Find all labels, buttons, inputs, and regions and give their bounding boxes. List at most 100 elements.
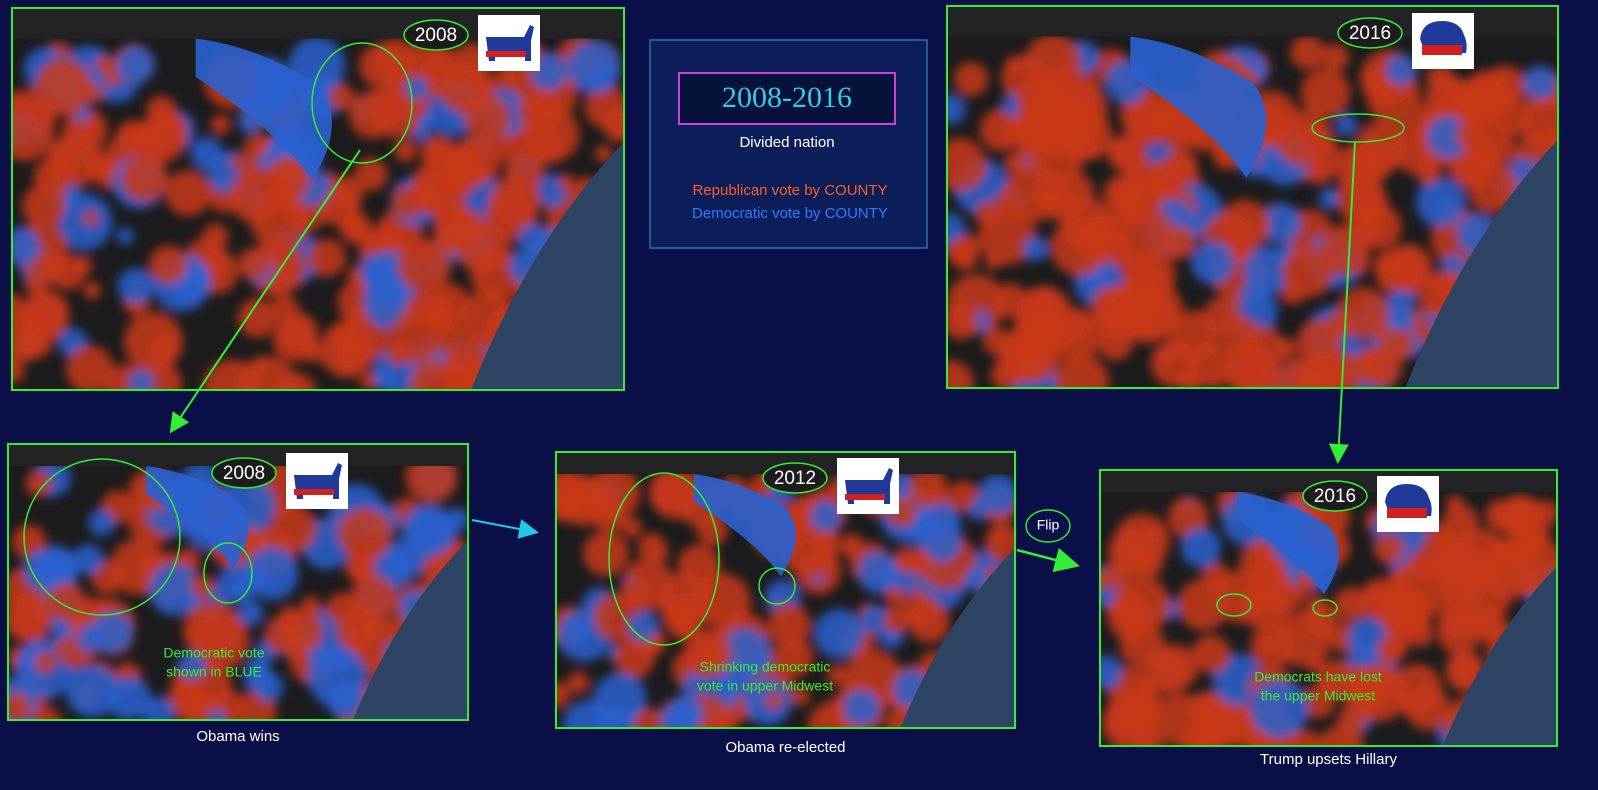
county-blob <box>25 469 53 497</box>
county-blob <box>1384 243 1433 293</box>
year-label: 2008 <box>223 463 265 484</box>
county-blob <box>1415 177 1466 228</box>
county-blob <box>1134 549 1163 579</box>
county-blob <box>1442 504 1479 541</box>
county-blob <box>947 360 974 388</box>
map-border <box>555 451 1016 729</box>
county-blob <box>947 237 973 265</box>
county-blob <box>1438 599 1477 638</box>
legend-box: 2008-2016 Divided nation Republican vote… <box>649 39 928 249</box>
county-blob <box>307 238 346 277</box>
county-blob <box>148 245 188 285</box>
map-panel: 2008 <box>11 7 625 391</box>
county-blob <box>953 61 989 97</box>
county-blob <box>1091 285 1137 331</box>
county-blob <box>809 500 842 533</box>
subtitle: Divided nation <box>739 134 834 151</box>
county-blob <box>1275 109 1333 167</box>
highlight-circle <box>758 567 796 605</box>
county-blob <box>1191 634 1231 674</box>
county-blob <box>439 62 492 114</box>
county-blob <box>1016 74 1068 127</box>
county-blob <box>1485 65 1527 107</box>
county-blob <box>329 175 364 210</box>
county-blob <box>52 620 72 641</box>
county-blob <box>1100 569 1112 592</box>
county-blob <box>444 507 468 533</box>
county-blob <box>165 170 211 217</box>
county-layer <box>1100 485 1557 746</box>
county-blob <box>632 708 668 728</box>
year-label: 2016 <box>1314 486 1356 507</box>
year-badge <box>403 19 469 51</box>
county-blob <box>8 593 51 642</box>
county-blob <box>517 223 550 255</box>
county-blob <box>683 629 732 678</box>
county-blob <box>1365 577 1394 607</box>
elephant-stripe <box>1387 508 1427 518</box>
lake <box>693 474 796 577</box>
county-blob <box>12 101 55 162</box>
county-blob <box>272 317 318 363</box>
county-blob <box>1455 122 1481 148</box>
county-blob <box>659 701 700 728</box>
legend-democratic: Democratic vote by COUNTY <box>692 205 888 222</box>
county-blob <box>1145 525 1163 543</box>
county-blob <box>12 524 47 559</box>
county-blob <box>8 692 31 720</box>
map <box>12 8 624 390</box>
year-badge <box>762 462 828 494</box>
annotation: the upper Midwest <box>1261 688 1376 704</box>
county-blob <box>280 609 324 653</box>
county-blob <box>984 253 1002 270</box>
county-blob <box>1467 162 1519 214</box>
county-blob <box>842 689 881 727</box>
county-blob <box>1240 283 1265 308</box>
county-blob <box>117 267 154 304</box>
county-blob <box>561 476 611 527</box>
donkey-stripe <box>294 489 334 495</box>
county-blob <box>1431 531 1451 552</box>
county-blob <box>409 507 454 551</box>
county-blob <box>767 603 811 647</box>
county-blob <box>584 84 624 129</box>
county-blob <box>62 107 108 153</box>
county-blob <box>1164 226 1196 258</box>
ocean <box>900 548 1015 728</box>
county-blob <box>1337 705 1367 736</box>
county-blob <box>177 652 206 681</box>
county-blob <box>1250 679 1309 738</box>
title: 2008-2016 <box>722 81 852 114</box>
county-blob <box>826 664 848 686</box>
county-blob <box>1376 636 1405 665</box>
county-blob <box>893 547 920 574</box>
county-blob <box>790 686 811 706</box>
flip-label: Flip <box>1037 517 1060 533</box>
county-blob <box>1100 655 1123 690</box>
county-blob <box>326 681 364 720</box>
county-blob <box>73 544 104 575</box>
county-blob <box>1239 326 1286 373</box>
county-blob <box>1005 56 1022 73</box>
map-border <box>1099 469 1558 747</box>
county-blob <box>24 271 50 296</box>
county-blob <box>354 157 388 191</box>
county-blob <box>718 628 772 682</box>
county-blob <box>138 552 159 573</box>
county-blob <box>569 619 591 641</box>
highlight-circle <box>23 458 181 616</box>
county-blob <box>190 137 223 170</box>
county-blob <box>121 155 169 202</box>
county-blob <box>237 248 270 280</box>
ocean <box>1442 566 1557 746</box>
title-frame <box>678 72 896 125</box>
county-blob <box>1532 499 1557 526</box>
county-blob <box>88 509 115 537</box>
county-blob <box>409 360 462 390</box>
caption: Obama wins <box>196 728 279 745</box>
county-blob <box>190 574 215 599</box>
county-blob <box>83 281 101 300</box>
county-blob <box>34 651 57 674</box>
county-blob <box>518 87 564 133</box>
